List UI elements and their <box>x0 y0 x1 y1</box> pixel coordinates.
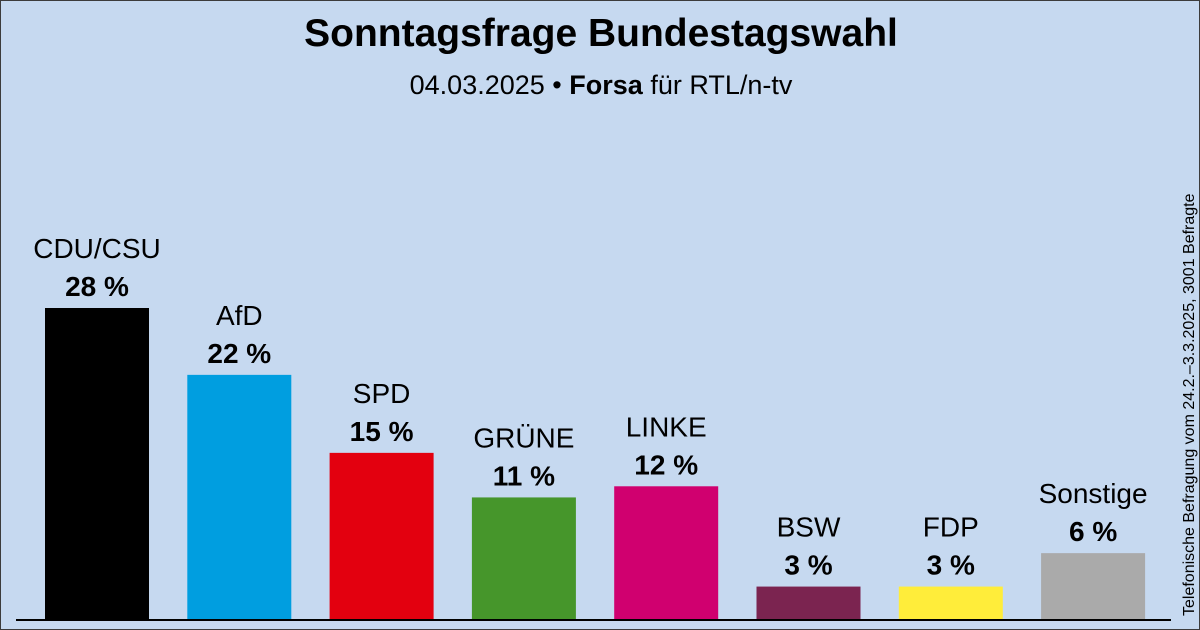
bar-value-afd: 22 % <box>207 338 271 369</box>
bar-label-fdp: FDP <box>923 512 979 543</box>
poll-client: für RTL/n-tv <box>650 70 793 100</box>
bar-bsw <box>756 586 861 620</box>
bar-value-bsw: 3 % <box>784 550 832 581</box>
bar-afd <box>187 374 292 620</box>
bar-label-cdu-csu: CDU/CSU <box>33 233 161 264</box>
bar-value-gr-ne: 11 % <box>493 460 555 491</box>
pollster-name: Forsa <box>569 70 643 100</box>
bars-group: 28 % CDU/CSU 22 % AfD 15 % SPD 11 % GRÜNE 12 % LI… <box>33 233 1148 620</box>
bar-label-sonstige: Sonstige <box>1039 478 1148 509</box>
chart-subtitle: 04.03.2025 • Forsa für RTL/n-tv <box>1 70 1199 101</box>
bar-value-spd: 15 % <box>350 416 414 447</box>
bar-label-spd: SPD <box>353 378 411 409</box>
bar-cdu-csu <box>45 308 149 620</box>
bar-label-bsw: BSW <box>777 512 841 543</box>
separator-dot: • <box>552 70 562 100</box>
bar-value-sonstige: 6 % <box>1069 516 1117 547</box>
bar-sonstige <box>1041 553 1146 620</box>
bar-fdp <box>898 586 1003 620</box>
bar-label-linke: LINKE <box>626 411 707 442</box>
bar-label-afd: AfD <box>216 300 263 331</box>
chart-title: Sonntagsfrage Bundestagswahl <box>304 12 898 55</box>
bar-value-fdp: 3 % <box>927 550 975 581</box>
poll-date: 04.03.2025 <box>409 70 545 100</box>
bar-label-gr-ne: GRÜNE <box>473 422 574 453</box>
bar-value-cdu-csu: 28 % <box>65 271 129 302</box>
bar-gr-ne <box>471 497 576 620</box>
bar-linke <box>614 486 719 620</box>
bar-value-linke: 12 % <box>634 449 698 480</box>
bar-spd <box>329 452 434 620</box>
